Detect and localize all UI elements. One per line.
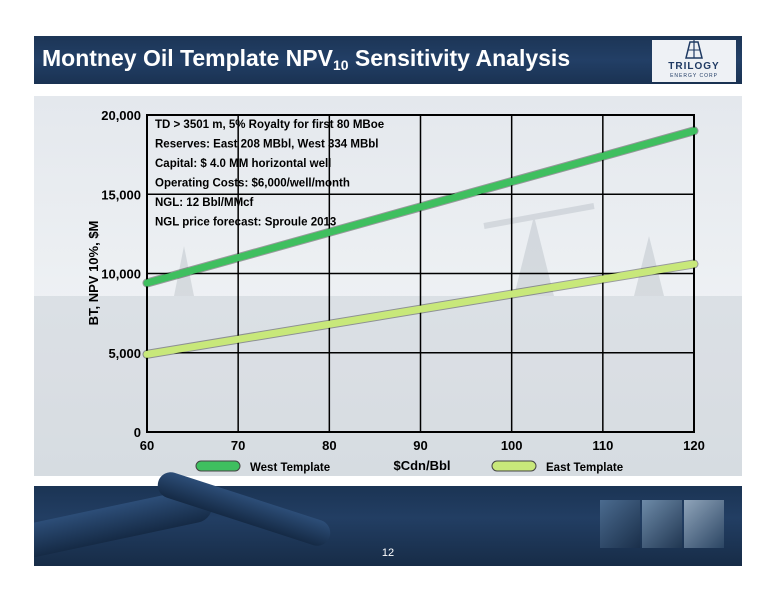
y-tick-label: 5,000 — [108, 346, 141, 361]
derrick-icon — [685, 40, 703, 59]
thumbnail-derrick — [600, 500, 640, 548]
chart-background — [34, 96, 742, 476]
x-tick-label: 70 — [231, 438, 245, 453]
logo-name: TRILOGY — [668, 61, 720, 72]
thumbnail-plant — [684, 500, 724, 548]
x-tick-label: 100 — [501, 438, 523, 453]
legend-swatch — [195, 460, 241, 472]
title-subscript: 10 — [332, 57, 349, 73]
x-tick-label: 60 — [140, 438, 154, 453]
legend-swatch — [491, 460, 537, 472]
legend-label: East Template — [546, 462, 623, 474]
y-axis-label: BT, NPV 10%, $M — [86, 221, 101, 326]
x-axis-label: $Cdn/Bbl — [393, 458, 450, 473]
west-template-line — [143, 127, 698, 287]
x-tick-label: 110 — [592, 438, 613, 453]
company-logo: TRILOGY ENERGY CORP — [652, 40, 736, 82]
legend-label: West Template — [250, 462, 330, 474]
y-tick-label: 10,000 — [101, 267, 141, 282]
y-tick-label: 20,000 — [101, 108, 141, 123]
y-tick-label: 0 — [134, 425, 141, 440]
assumption-note: TD > 3501 m, 5% Royalty for first 80 MBo… — [155, 119, 384, 131]
y-tick-label: 15,000 — [101, 187, 141, 202]
east-template-line — [143, 260, 698, 358]
x-tick-label: 120 — [683, 438, 705, 453]
x-tick-label: 90 — [413, 438, 427, 453]
slide-title: Montney Oil Template NPV10 Sensitivity A… — [42, 45, 571, 73]
x-tick-label: 80 — [322, 438, 336, 453]
slide: Montney Oil Template NPV10 Sensitivity A… — [34, 36, 742, 566]
thumbnail-snow-rig — [642, 500, 682, 548]
photo-thumbnails — [586, 500, 746, 548]
assumption-note: NGL: 12 Bbl/MMcf — [155, 197, 254, 209]
title-bar: Montney Oil Template NPV10 Sensitivity A… — [34, 36, 742, 84]
pumpjack-watermark — [34, 203, 742, 476]
assumption-note: Operating Costs: $6,000/well/month — [155, 178, 350, 190]
assumption-note: Reserves: East 208 MBbl, West 334 MBbl — [155, 139, 379, 151]
assumption-note: Capital: $ 4.0 MM horizontal well — [155, 158, 331, 170]
page-number: 12 — [381, 547, 395, 559]
logo-subtitle: ENERGY CORP — [670, 73, 718, 79]
assumption-note: NGL price forecast: Sproule 2013 — [155, 217, 336, 229]
